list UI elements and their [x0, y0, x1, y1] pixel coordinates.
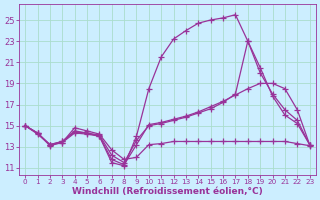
X-axis label: Windchill (Refroidissement éolien,°C): Windchill (Refroidissement éolien,°C) — [72, 187, 263, 196]
